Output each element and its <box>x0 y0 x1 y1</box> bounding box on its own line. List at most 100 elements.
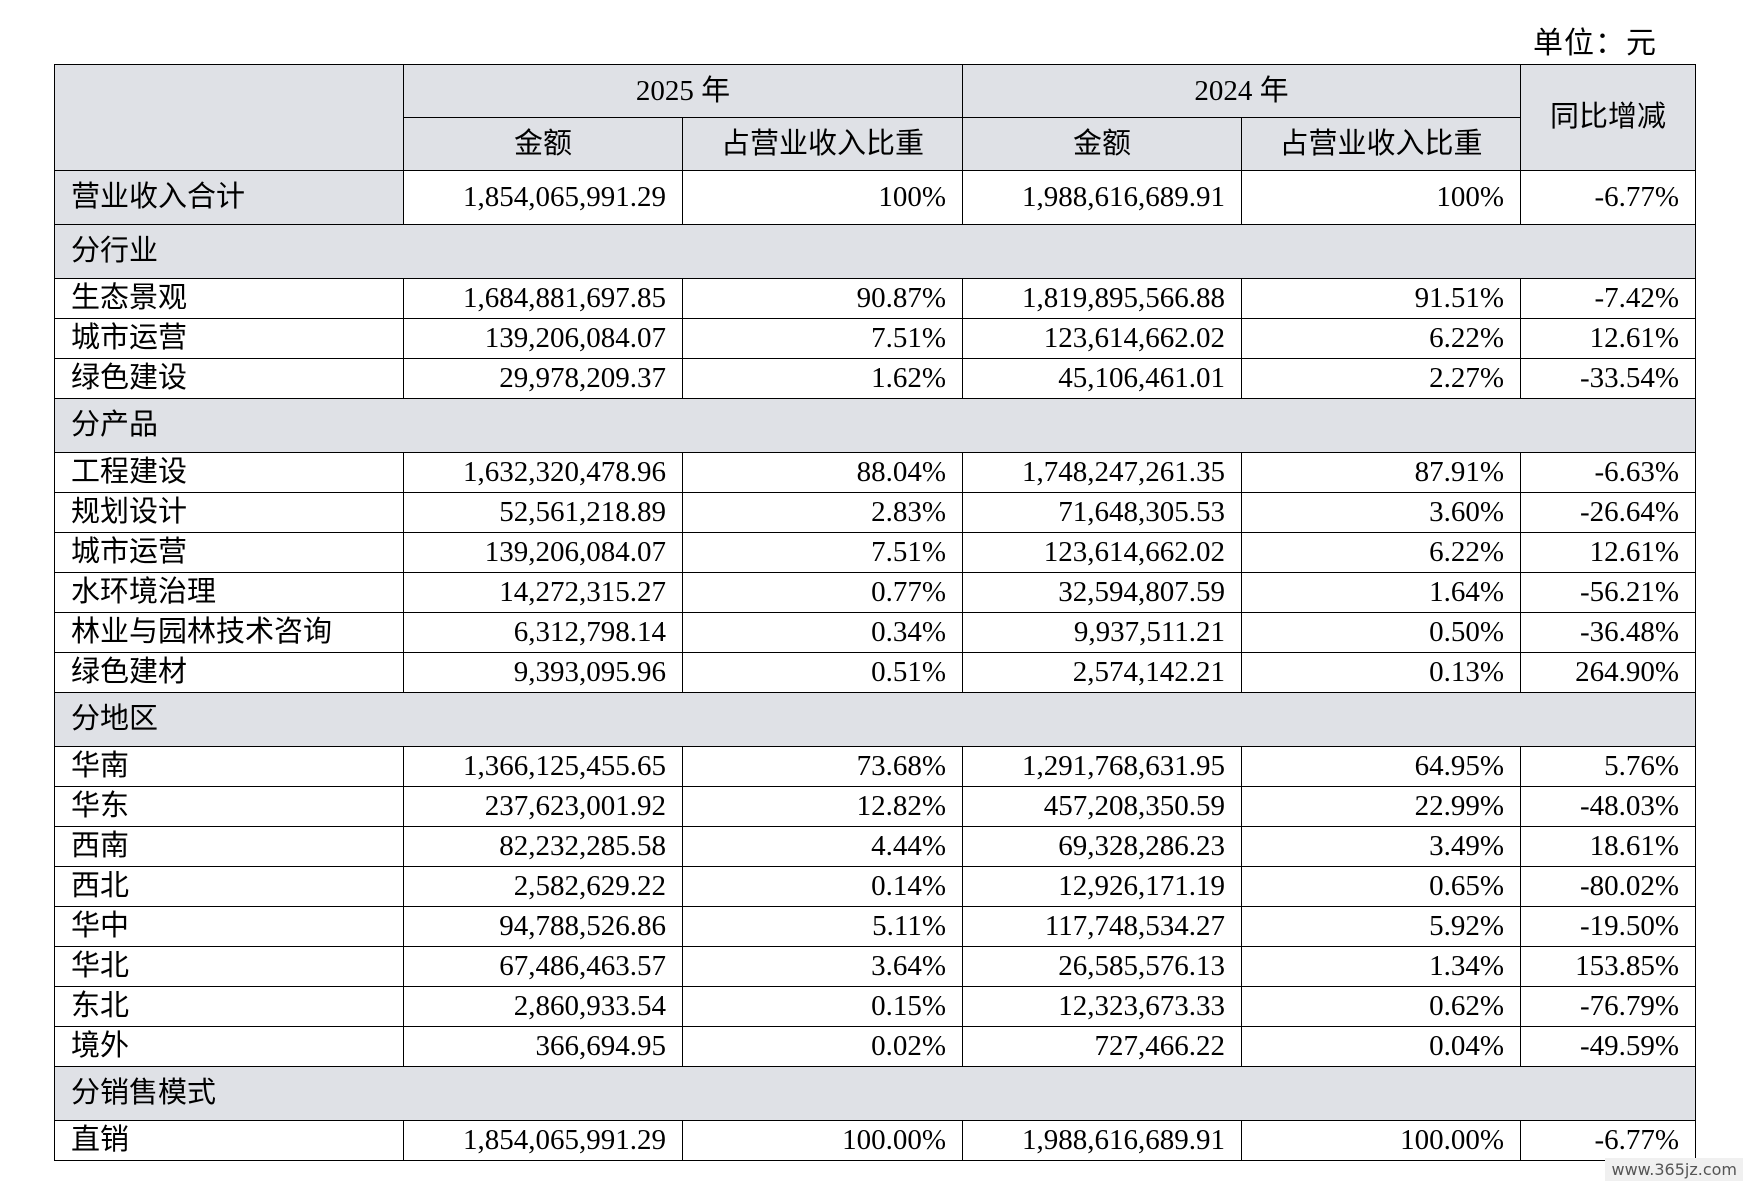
header-share-2025: 占营业收入比重 <box>681 117 964 171</box>
cell-share-2025: 0.15% <box>681 986 964 1027</box>
section-title: 分销售模式 <box>53 1066 1697 1121</box>
table-row: 西南 82,232,285.58 4.44% 69,328,286.23 3.49% 18… <box>54 826 1697 867</box>
row-label: 西南 <box>54 826 404 867</box>
cell-amount-2024: 32,594,807.59 <box>962 572 1243 613</box>
section-row: 分销售模式 <box>53 1066 1697 1121</box>
total-share-2025: 100% <box>681 170 964 225</box>
cell-share-2024: 5.92% <box>1241 906 1522 947</box>
cell-amount-2025: 82,232,285.58 <box>403 826 683 867</box>
row-label: 绿色建材 <box>54 652 404 693</box>
row-label: 绿色建设 <box>54 358 404 399</box>
table-row: 林业与园林技术咨询 6,312,798.14 0.34% 9,937,511.21 0.… <box>54 612 1697 653</box>
cell-share-2024: 91.51% <box>1241 278 1522 319</box>
header-year-2025: 2025 年 <box>402 64 964 118</box>
row-label: 工程建设 <box>54 452 404 493</box>
row-label: 境外 <box>54 1026 404 1067</box>
row-label: 华东 <box>54 786 404 827</box>
cell-amount-2025: 14,272,315.27 <box>403 572 683 613</box>
cell-yoy: -36.48% <box>1520 612 1697 653</box>
row-label: 华中 <box>54 906 404 947</box>
cell-yoy: 5.76% <box>1520 746 1697 787</box>
header-blank-cell <box>54 64 404 171</box>
cell-share-2024: 3.60% <box>1241 492 1522 533</box>
cell-yoy: 12.61% <box>1520 318 1697 359</box>
section-row: 分行业 <box>53 224 1697 279</box>
cell-yoy: -6.77% <box>1520 1120 1697 1161</box>
cell-yoy: -49.59% <box>1520 1026 1697 1067</box>
row-label: 华南 <box>54 746 404 787</box>
header-share-2024: 占营业收入比重 <box>1241 117 1522 171</box>
header-amount-2024: 金额 <box>962 117 1243 171</box>
cell-amount-2024: 71,648,305.53 <box>962 492 1243 533</box>
cell-share-2025: 7.51% <box>681 318 964 359</box>
table-row: 境外 366,694.95 0.02% 727,466.22 0.04% -49.59% <box>54 1026 1697 1067</box>
cell-yoy: -80.02% <box>1520 866 1697 907</box>
row-label: 林业与园林技术咨询 <box>54 612 404 653</box>
cell-amount-2025: 29,978,209.37 <box>403 358 683 399</box>
cell-amount-2024: 45,106,461.01 <box>962 358 1243 399</box>
total-row: 营业收入合计 1,854,065,991.29 100% 1,988,616,6… <box>54 170 1697 225</box>
cell-yoy: -76.79% <box>1520 986 1697 1027</box>
cell-share-2025: 0.77% <box>681 572 964 613</box>
table-row: 华中 94,788,526.86 5.11% 117,748,534.27 5.92% -… <box>54 906 1697 947</box>
table-row: 生态景观 1,684,881,697.85 90.87% 1,819,895,566.… <box>54 278 1697 319</box>
cell-share-2024: 22.99% <box>1241 786 1522 827</box>
table-row: 西北 2,582,629.22 0.14% 12,926,171.19 0.65% -80… <box>54 866 1697 907</box>
cell-amount-2024: 457,208,350.59 <box>962 786 1243 827</box>
section-row: 分地区 <box>53 692 1697 747</box>
cell-amount-2025: 2,582,629.22 <box>403 866 683 907</box>
cell-amount-2025: 1,684,881,697.85 <box>403 278 683 319</box>
header-amount-2025: 金额 <box>403 117 683 171</box>
cell-share-2024: 87.91% <box>1241 452 1522 493</box>
cell-amount-2024: 1,988,616,689.91 <box>962 1120 1243 1161</box>
cell-share-2024: 6.22% <box>1241 532 1522 573</box>
cell-amount-2024: 12,323,673.33 <box>962 986 1243 1027</box>
cell-amount-2025: 2,860,933.54 <box>403 986 683 1027</box>
cell-amount-2024: 12,926,171.19 <box>962 866 1243 907</box>
row-label: 城市运营 <box>54 532 404 573</box>
table-row: 华东 237,623,001.92 12.82% 457,208,350.59 22.9… <box>54 786 1697 827</box>
table-row: 绿色建设 29,978,209.37 1.62% 45,106,461.01 2.27%… <box>54 358 1697 399</box>
cell-amount-2024: 123,614,662.02 <box>962 532 1243 573</box>
table-row: 工程建设 1,632,320,478.96 88.04% 1,748,247,261.… <box>54 452 1697 493</box>
row-label: 直销 <box>54 1120 404 1161</box>
cell-share-2025: 0.34% <box>681 612 964 653</box>
table-row: 东北 2,860,933.54 0.15% 12,323,673.33 0.62% -76… <box>54 986 1697 1027</box>
cell-share-2025: 2.83% <box>681 492 964 533</box>
cell-yoy: -48.03% <box>1520 786 1697 827</box>
section-row: 分产品 <box>53 398 1697 453</box>
cell-share-2025: 88.04% <box>681 452 964 493</box>
cell-amount-2025: 139,206,084.07 <box>403 532 683 573</box>
cell-share-2025: 90.87% <box>681 278 964 319</box>
cell-amount-2025: 1,632,320,478.96 <box>403 452 683 493</box>
cell-amount-2024: 727,466.22 <box>962 1026 1243 1067</box>
cell-yoy: -19.50% <box>1520 906 1697 947</box>
cell-amount-2024: 1,291,768,631.95 <box>962 746 1243 787</box>
cell-share-2025: 12.82% <box>681 786 964 827</box>
cell-yoy: -6.63% <box>1520 452 1697 493</box>
cell-amount-2024: 117,748,534.27 <box>962 906 1243 947</box>
table-row: 华南 1,366,125,455.65 73.68% 1,291,768,631.95… <box>54 746 1697 787</box>
cell-yoy: 12.61% <box>1520 532 1697 573</box>
cell-amount-2025: 139,206,084.07 <box>403 318 683 359</box>
cell-amount-2024: 123,614,662.02 <box>962 318 1243 359</box>
cell-amount-2024: 69,328,286.23 <box>962 826 1243 867</box>
cell-share-2024: 0.62% <box>1241 986 1522 1027</box>
table-row: 华北 67,486,463.57 3.64% 26,585,576.13 1.34% 15… <box>54 946 1697 987</box>
header-yoy: 同比增减 <box>1520 64 1697 171</box>
row-label: 西北 <box>54 866 404 907</box>
row-label: 华北 <box>54 946 404 987</box>
total-amount-2025: 1,854,065,991.29 <box>403 170 683 225</box>
total-amount-2024: 1,988,616,689.91 <box>962 170 1243 225</box>
cell-yoy: -33.54% <box>1520 358 1697 399</box>
cell-share-2024: 1.64% <box>1241 572 1522 613</box>
cell-share-2024: 0.13% <box>1241 652 1522 693</box>
total-label: 营业收入合计 <box>54 170 404 225</box>
cell-share-2025: 5.11% <box>681 906 964 947</box>
cell-share-2024: 1.34% <box>1241 946 1522 987</box>
cell-amount-2024: 26,585,576.13 <box>962 946 1243 987</box>
section-title: 分地区 <box>53 692 1697 747</box>
cell-amount-2024: 2,574,142.21 <box>962 652 1243 693</box>
header-row-years: 2025 年 2024 年 同比增减 <box>54 64 1697 171</box>
cell-yoy: 264.90% <box>1520 652 1697 693</box>
